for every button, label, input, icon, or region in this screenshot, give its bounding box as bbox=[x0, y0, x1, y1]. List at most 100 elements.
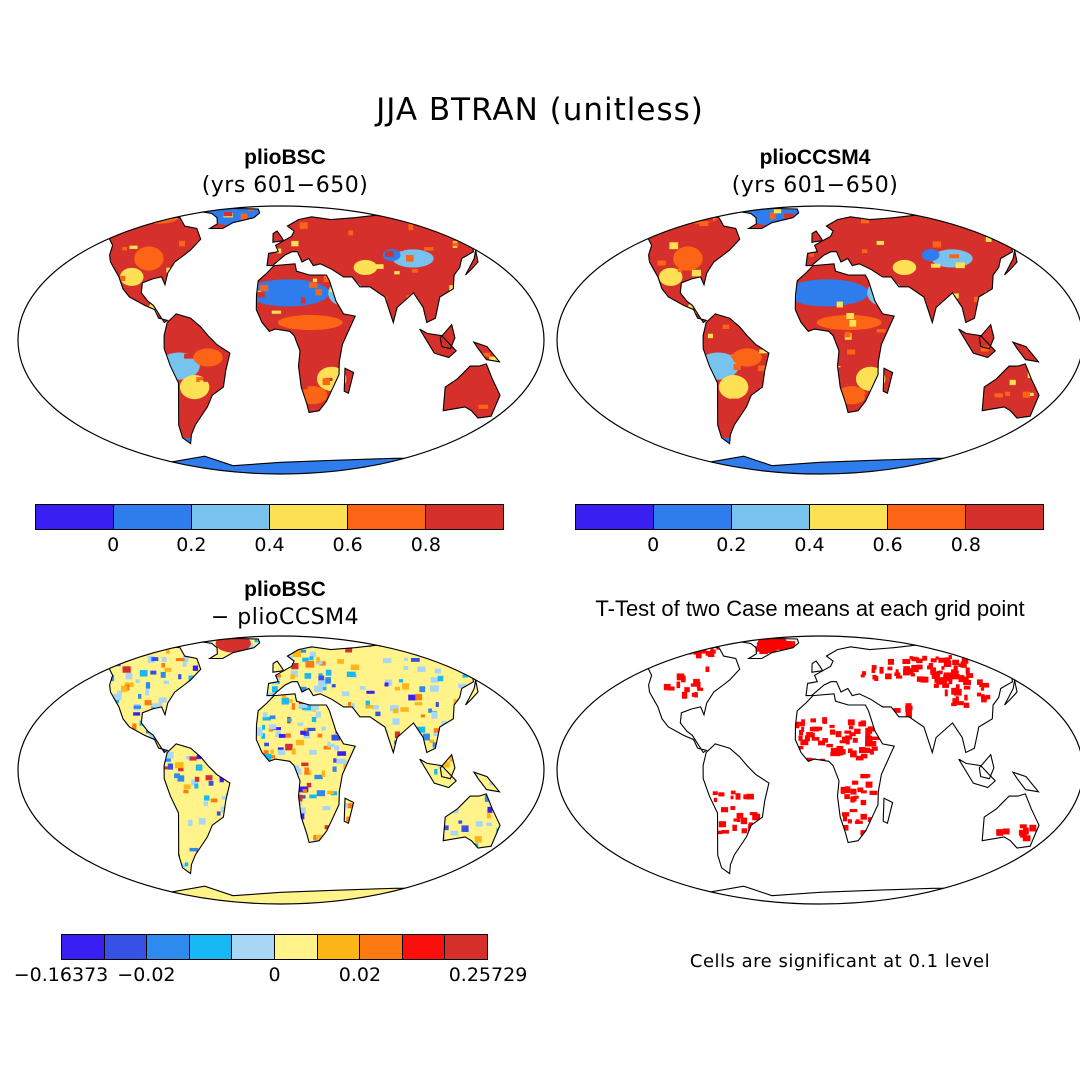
coastline-madagascar bbox=[343, 367, 355, 394]
panel-ccsm4-subtitle: (yrs 601−650) bbox=[731, 173, 899, 198]
coastline-australia bbox=[981, 793, 1040, 849]
coastline-namerica bbox=[607, 645, 741, 754]
colorbar-swatch bbox=[348, 505, 426, 529]
colorbar-swatch bbox=[62, 935, 105, 959]
coastline-indonesia bbox=[958, 758, 996, 789]
coastline-newguinea bbox=[1011, 341, 1040, 363]
coastline-namerica bbox=[68, 645, 202, 754]
colorbar-swatch bbox=[888, 505, 966, 529]
colorbar-tick-label: 0.8 bbox=[410, 534, 441, 556]
coastline-newguinea bbox=[1011, 771, 1040, 793]
coastline-eurasia bbox=[805, 211, 1051, 325]
coastline-newguinea bbox=[472, 771, 501, 793]
colorbar-swatch bbox=[232, 935, 275, 959]
coastline-nz bbox=[1049, 839, 1070, 863]
colorbar-tick-label: 0.02 bbox=[338, 964, 382, 986]
panel-diff-subtitle: − plioCCSM4 bbox=[210, 605, 360, 630]
coastline-eurasia bbox=[805, 641, 1051, 755]
map-border bbox=[17, 205, 545, 475]
colorbar-tick-label: 0.4 bbox=[254, 534, 285, 556]
colorbar-tick-label: 0 bbox=[268, 964, 281, 986]
colorbar-tick-label: 0 bbox=[107, 534, 120, 556]
coastline-africa bbox=[255, 693, 356, 844]
colorbar-swatch bbox=[192, 505, 270, 529]
coastline-nz bbox=[510, 839, 531, 863]
coastline-nz bbox=[510, 409, 531, 433]
map-border bbox=[17, 635, 545, 905]
colorbar-swatch bbox=[810, 505, 888, 529]
coastline-uk bbox=[811, 230, 824, 243]
colorbar-ccsm4 bbox=[575, 504, 1044, 530]
colorbar-swatch bbox=[36, 505, 114, 529]
colorbar-tick-label: 0.6 bbox=[332, 534, 363, 556]
coastline-madagascar bbox=[882, 367, 894, 394]
coastline-madagascar bbox=[882, 797, 894, 824]
colorbar-tick-label: 0.8 bbox=[950, 534, 981, 556]
panel-bsc-title: plioBSC bbox=[244, 146, 326, 169]
colorbar-bsc-ticks: 0 0.2 0.4 0.6 0.8 bbox=[35, 534, 504, 558]
coastline-africa bbox=[794, 693, 895, 844]
panel-ccsm4-title: plioCCSM4 bbox=[759, 146, 871, 169]
coastline-africa bbox=[255, 263, 356, 414]
figure-title: JJA BTRAN (unitless) bbox=[376, 92, 704, 128]
colorbar-tick-label: 0 bbox=[647, 534, 660, 556]
coastline-newguinea bbox=[472, 341, 501, 363]
colorbar-tick-label: −0.02 bbox=[117, 964, 176, 986]
coastline-madagascar bbox=[343, 797, 355, 824]
colorbar-swatch bbox=[360, 935, 403, 959]
colorbar-swatch bbox=[402, 935, 446, 959]
coastline-eurasia bbox=[266, 641, 512, 755]
colorbar-swatch bbox=[274, 935, 318, 959]
coastline-indonesia bbox=[958, 328, 996, 359]
coastline-samerica bbox=[702, 313, 770, 445]
map-bsc bbox=[17, 205, 545, 475]
coastline-namerica bbox=[607, 215, 741, 324]
coastline-namerica bbox=[68, 215, 202, 324]
map-ccsm4 bbox=[556, 205, 1080, 475]
coastline-australia bbox=[442, 793, 501, 849]
colorbar-swatch bbox=[426, 505, 503, 529]
colorbar-tick-label: 0.25729 bbox=[448, 964, 528, 986]
map-ttest bbox=[556, 635, 1080, 905]
colorbar-tick-label: 0.2 bbox=[176, 534, 207, 556]
coastline-borneo bbox=[439, 753, 456, 780]
colorbar-tick-label: 0.4 bbox=[794, 534, 825, 556]
coastline-borneo bbox=[439, 323, 456, 350]
coastline-indonesia bbox=[419, 328, 457, 359]
map-border bbox=[556, 635, 1080, 905]
colorbar-swatch bbox=[104, 935, 148, 959]
colorbar-tick-label: 0.6 bbox=[872, 534, 903, 556]
colorbar-swatch bbox=[114, 505, 192, 529]
coastline-eurasia bbox=[266, 211, 512, 325]
colorbar-swatch bbox=[445, 935, 487, 959]
coastline-uk bbox=[272, 660, 285, 673]
coastline-australia bbox=[981, 363, 1040, 419]
colorbar-swatch bbox=[654, 505, 732, 529]
map-border bbox=[556, 205, 1080, 475]
colorbar-swatch bbox=[317, 935, 361, 959]
coastline-samerica bbox=[702, 743, 770, 875]
coastline-indonesia bbox=[419, 758, 457, 789]
colorbar-swatch bbox=[576, 505, 654, 529]
coastline-samerica bbox=[163, 313, 231, 445]
colorbar-diff bbox=[61, 934, 488, 960]
coastline-borneo bbox=[978, 323, 995, 350]
panel-ttest-title: T-Test of two Case means at each grid po… bbox=[595, 596, 1025, 621]
colorbar-tick-label: −0.16373 bbox=[13, 964, 109, 986]
coastline-borneo bbox=[978, 753, 995, 780]
colorbar-bsc bbox=[35, 504, 504, 530]
colorbar-diff-ticks: −0.16373 −0.02 0 0.02 0.25729 bbox=[14, 964, 528, 988]
colorbar-swatch bbox=[270, 505, 348, 529]
coastline-samerica bbox=[163, 743, 231, 875]
coastline-australia bbox=[442, 363, 501, 419]
panel-diff-title: plioBSC bbox=[244, 578, 326, 601]
significance-note: Cells are significant at 0.1 level bbox=[689, 951, 991, 972]
colorbar-swatch bbox=[732, 505, 810, 529]
coastline-africa bbox=[794, 263, 895, 414]
coastline-uk bbox=[811, 660, 824, 673]
coastline-nz bbox=[1049, 409, 1070, 433]
map-diff bbox=[17, 635, 545, 905]
colorbar-tick-label: 0.2 bbox=[716, 534, 747, 556]
coastline-uk bbox=[272, 230, 285, 243]
colorbar-swatch bbox=[966, 505, 1043, 529]
